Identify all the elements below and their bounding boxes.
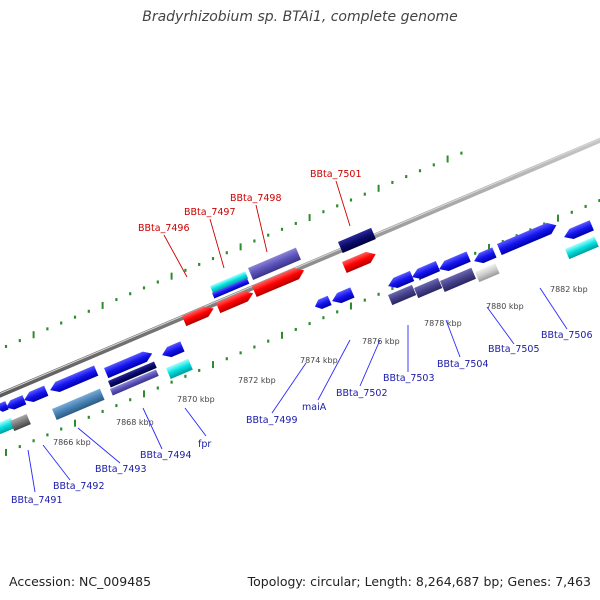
- gene-label[interactable]: BBta_7497: [184, 207, 236, 218]
- gene-feature[interactable]: [565, 236, 599, 260]
- gene-feature[interactable]: [475, 263, 500, 283]
- genome-backbone: [0, 137, 600, 398]
- gene-feature[interactable]: [4, 395, 27, 412]
- gene-label[interactable]: BBta_7494: [140, 450, 192, 461]
- gene-feature[interactable]: [52, 388, 105, 421]
- gene-label[interactable]: BBta_7496: [138, 223, 190, 234]
- label-leader-line: [184, 407, 207, 437]
- gene-feature[interactable]: [440, 267, 476, 293]
- scale-label: 7866 kbp: [53, 438, 91, 447]
- gene-features[interactable]: [0, 220, 599, 435]
- gene-feature[interactable]: [0, 401, 9, 413]
- scale-label: 7872 kbp: [238, 376, 276, 385]
- gene-label[interactable]: BBta_7493: [95, 464, 147, 475]
- label-leader-line: [445, 319, 461, 358]
- gene-feature[interactable]: [108, 361, 157, 388]
- label-leader-line: [255, 204, 268, 253]
- gene-feature[interactable]: [160, 341, 185, 360]
- gene-feature[interactable]: [0, 417, 16, 435]
- gene-feature[interactable]: [330, 287, 355, 306]
- gene-feature[interactable]: [388, 284, 417, 306]
- scale-label: 7878 kbp: [424, 319, 462, 328]
- gene-label[interactable]: BBta_7505: [488, 344, 540, 355]
- scale-label: 7882 kbp: [550, 285, 588, 294]
- gene-label[interactable]: BBta_7499: [246, 415, 298, 426]
- label-leader-line: [77, 427, 121, 464]
- label-leader-line: [335, 180, 351, 227]
- gene-feature[interactable]: [410, 261, 441, 282]
- gene-feature[interactable]: [472, 247, 497, 266]
- gene-feature[interactable]: [437, 251, 471, 274]
- scale-label: 7874 kbp: [300, 356, 338, 365]
- label-leader-line: [42, 444, 71, 481]
- gene-feature[interactable]: [562, 220, 594, 242]
- accession-text: Accession: NC_009485: [9, 574, 152, 589]
- gene-feature[interactable]: [104, 348, 154, 379]
- label-leader-line: [317, 339, 351, 401]
- gene-feature[interactable]: [252, 265, 306, 298]
- gene-feature[interactable]: [48, 365, 99, 395]
- backbone-line: [0, 137, 600, 398]
- gene-feature[interactable]: [212, 278, 250, 299]
- label-leader-line: [209, 218, 225, 269]
- gene-feature[interactable]: [338, 227, 376, 254]
- gene-labels[interactable]: BBta_7496 BBta_7497 BBta_7498 BBta_7501 BBta…: [11, 169, 593, 506]
- label-leader-line: [486, 306, 515, 345]
- gene-feature[interactable]: [313, 295, 332, 311]
- label-leader-line: [539, 287, 568, 330]
- gene-feature[interactable]: [342, 249, 378, 274]
- scale-labels: 7866 kbp 7868 kbp 7870 kbp 7872 kbp 7874 kbp…: [53, 285, 588, 447]
- gene-label[interactable]: fpr: [198, 439, 211, 450]
- gene-label[interactable]: BBta_7504: [437, 359, 489, 370]
- label-leader-line: [27, 449, 36, 493]
- outer-tick-track: [4, 151, 463, 348]
- map-title: Bradyrhizobium sp. BTAi1, complete genom…: [142, 9, 458, 25]
- gene-feature[interactable]: [166, 358, 193, 380]
- gene-feature[interactable]: [248, 247, 301, 280]
- gene-label[interactable]: BBta_7502: [336, 388, 388, 399]
- gene-feature[interactable]: [414, 277, 443, 299]
- gene-feature[interactable]: [216, 288, 255, 314]
- backbone-highlight: [0, 138, 600, 395]
- scale-label: 7868 kbp: [116, 418, 154, 427]
- gene-feature[interactable]: [182, 303, 216, 327]
- gene-label[interactable]: maiA: [302, 402, 327, 413]
- gene-feature[interactable]: [22, 385, 49, 406]
- gene-feature[interactable]: [210, 271, 249, 294]
- gene-label[interactable]: BBta_7498: [230, 193, 282, 204]
- gene-label[interactable]: BBta_7503: [383, 373, 435, 384]
- gene-feature[interactable]: [386, 270, 415, 291]
- inner-tick-track: [5, 199, 600, 456]
- gene-feature[interactable]: [497, 220, 559, 256]
- gene-label[interactable]: BBta_7501: [310, 169, 362, 180]
- genome-summary-text: Topology: circular; Length: 8,264,687 bp…: [247, 574, 591, 589]
- label-leaders: [27, 180, 568, 493]
- label-leader-line: [142, 407, 163, 450]
- gene-label[interactable]: BBta_7491: [11, 495, 63, 506]
- label-leader-line: [271, 362, 307, 414]
- gene-label[interactable]: BBta_7506: [541, 330, 593, 341]
- label-leader-line: [163, 234, 188, 278]
- scale-label: 7870 kbp: [177, 395, 215, 404]
- gene-feature[interactable]: [110, 369, 159, 396]
- scale-label: 7880 kbp: [486, 302, 524, 311]
- label-leader-line: [359, 339, 381, 387]
- gene-feature[interactable]: [10, 413, 31, 432]
- gene-label[interactable]: BBta_7492: [53, 481, 105, 492]
- scale-label: 7876 kbp: [362, 337, 400, 346]
